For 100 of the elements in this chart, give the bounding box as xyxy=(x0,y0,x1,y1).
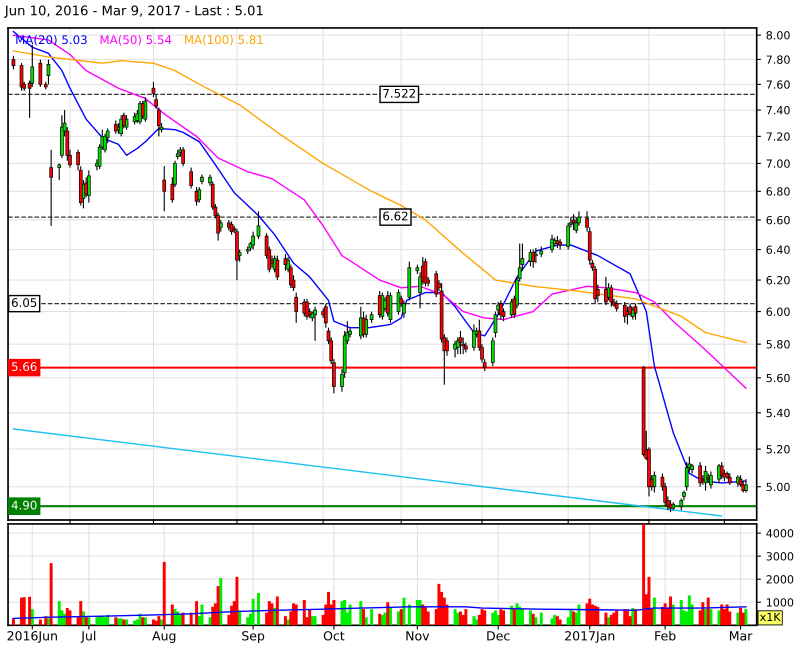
y-tick-label: 6.00 xyxy=(766,308,790,316)
candlestick xyxy=(189,167,194,190)
y-tick-label: 7.80 xyxy=(766,55,790,64)
x-tick-label: Sep xyxy=(242,631,264,643)
bar xyxy=(512,609,516,626)
candlestick xyxy=(370,311,374,324)
bar xyxy=(706,598,710,626)
text: x1K xyxy=(760,612,781,621)
y-tick-label: 4000 xyxy=(766,529,794,538)
candlestick xyxy=(604,276,608,306)
bar xyxy=(669,596,672,626)
ref-line-label: 5.66 xyxy=(12,362,37,372)
line-series xyxy=(12,34,747,389)
candlestick xyxy=(114,120,118,134)
bar xyxy=(454,609,457,626)
bar xyxy=(701,602,704,626)
bar xyxy=(252,598,255,626)
bar xyxy=(615,610,618,626)
bar xyxy=(144,617,147,626)
bar xyxy=(378,614,382,626)
candlestick xyxy=(57,162,62,181)
bar xyxy=(739,608,742,626)
candlestick xyxy=(668,500,672,513)
candlestick xyxy=(200,174,204,185)
candlestick xyxy=(434,270,438,298)
bar xyxy=(510,606,514,626)
y-tick-label: 7.00 xyxy=(766,159,790,168)
ref-line-label: 7.522 xyxy=(383,88,415,98)
bar xyxy=(87,617,90,626)
candlestick xyxy=(362,311,366,338)
y-tick-label: 6.40 xyxy=(766,246,790,254)
y-tick-label: 5.00 xyxy=(766,482,790,492)
candlestick xyxy=(717,463,721,484)
bar xyxy=(596,606,600,626)
y-tick-label: 6.80 xyxy=(766,187,790,196)
bar xyxy=(475,620,478,626)
ref-line-label: 6.62 xyxy=(383,212,408,220)
bar xyxy=(426,611,430,626)
candlestick xyxy=(531,248,536,268)
bar xyxy=(294,604,298,626)
bar xyxy=(343,600,346,626)
bar xyxy=(58,601,61,626)
bar xyxy=(362,609,366,626)
bar xyxy=(211,606,214,626)
bar xyxy=(496,614,500,626)
y-tick-label: 8.00 xyxy=(766,31,790,40)
bar xyxy=(642,524,646,626)
bar xyxy=(726,604,729,626)
bar xyxy=(141,617,144,626)
y-tick-label: 3000 xyxy=(766,552,794,561)
bar xyxy=(170,604,174,626)
bar xyxy=(133,620,136,626)
candlestick xyxy=(176,149,180,160)
bar xyxy=(235,576,238,626)
bar xyxy=(483,610,486,626)
candlestick xyxy=(378,290,382,319)
bar xyxy=(257,593,260,626)
candlestick xyxy=(614,300,618,312)
bar xyxy=(270,603,274,626)
bar xyxy=(532,614,535,626)
candlestick xyxy=(246,246,250,255)
bar xyxy=(157,616,160,626)
candlestick xyxy=(20,62,24,92)
x-tick-label: Feb xyxy=(655,630,676,641)
bar xyxy=(30,609,34,626)
candlestick xyxy=(294,292,298,324)
bar xyxy=(553,614,556,626)
chart-title: Jun 10, 2016 - Mar 9, 2017 - Last : 5.01 xyxy=(4,5,263,18)
bar xyxy=(502,610,506,626)
x-tick-label: Mar xyxy=(730,631,752,641)
bar xyxy=(520,609,524,626)
bar xyxy=(652,598,656,626)
bar xyxy=(276,596,279,626)
bar xyxy=(314,616,317,626)
bar xyxy=(400,609,403,626)
candlestick xyxy=(550,234,554,254)
candlestick xyxy=(609,284,614,308)
y-tick-label: 2000 xyxy=(766,575,794,584)
text: MA(100) 5.81 xyxy=(184,35,263,46)
y-tick-label: 5.60 xyxy=(766,374,790,382)
candlestick xyxy=(38,58,42,88)
y-tick-label: 6.60 xyxy=(766,216,790,224)
x-tick-label: Aug xyxy=(152,631,176,643)
x-tick-label: 2016Jun xyxy=(8,631,57,643)
bar xyxy=(370,609,374,626)
bar xyxy=(348,604,352,626)
y-tick-label: 1000 xyxy=(766,598,794,607)
ref-line-label: 4.90 xyxy=(12,500,37,510)
y-tick-label: 6.20 xyxy=(766,276,790,284)
bar xyxy=(720,604,724,626)
text: MA(50) 5.54 xyxy=(100,35,172,46)
candlestick xyxy=(490,336,495,366)
bar xyxy=(182,612,185,626)
candlestick xyxy=(284,254,288,272)
bar xyxy=(384,612,387,626)
x-tick-label: Jul xyxy=(80,630,96,643)
bar xyxy=(648,576,650,626)
bar xyxy=(534,617,538,626)
bar xyxy=(22,597,26,626)
candlestick xyxy=(539,246,544,258)
